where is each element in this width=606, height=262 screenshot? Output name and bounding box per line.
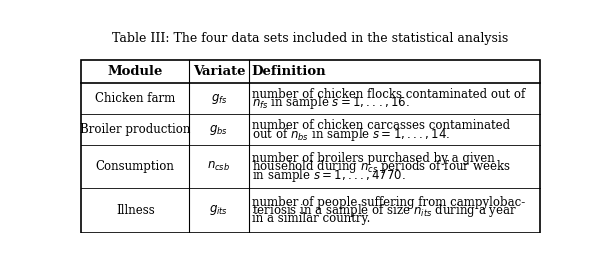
Bar xyxy=(81,60,540,233)
Text: in sample $s = 1, ..., 4770.$: in sample $s = 1, ..., 4770.$ xyxy=(251,167,405,184)
Text: Illness: Illness xyxy=(116,204,155,217)
Text: number of broilers purchased by a given: number of broilers purchased by a given xyxy=(251,152,494,165)
Text: $g_{its}$: $g_{its}$ xyxy=(209,204,228,217)
Text: number of chicken flocks contaminated out of: number of chicken flocks contaminated ou… xyxy=(251,88,525,101)
Text: household during $n_{cs}$ periods of four weeks: household during $n_{cs}$ periods of fou… xyxy=(251,158,510,175)
Text: number of people suffering from campylobac-: number of people suffering from campylob… xyxy=(251,195,525,209)
Text: out of $n_{bs}$ in sample $s = 1, ..., 14.$: out of $n_{bs}$ in sample $s = 1, ..., 1… xyxy=(251,125,450,143)
Text: $n_{csb}$: $n_{csb}$ xyxy=(207,160,230,173)
Text: $g_{bs}$: $g_{bs}$ xyxy=(210,123,228,137)
Text: $n_{fs}$ in sample $s = 1, ..., 16.$: $n_{fs}$ in sample $s = 1, ..., 16.$ xyxy=(251,94,409,111)
Text: $g_{fs}$: $g_{fs}$ xyxy=(211,91,227,106)
Text: Consumption: Consumption xyxy=(96,160,175,173)
Text: Broiler production: Broiler production xyxy=(80,123,190,136)
Text: teriosis in a sample of size $n_{its}$ during a year: teriosis in a sample of size $n_{its}$ d… xyxy=(251,202,516,219)
Text: in a similar country.: in a similar country. xyxy=(251,212,370,226)
Text: Definition: Definition xyxy=(251,65,326,78)
Text: Module: Module xyxy=(107,65,163,78)
Text: number of chicken carcasses contaminated: number of chicken carcasses contaminated xyxy=(251,119,510,132)
Text: Variate: Variate xyxy=(193,65,245,78)
Text: Table III: The four data sets included in the statistical analysis: Table III: The four data sets included i… xyxy=(113,32,508,45)
Text: Chicken farm: Chicken farm xyxy=(95,92,175,105)
